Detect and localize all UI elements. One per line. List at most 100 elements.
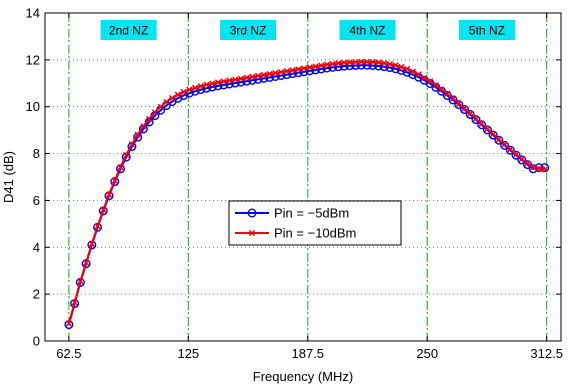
data-point-pin-10dbm-30: [237, 75, 244, 82]
data-point-pin-10dbm-14: [146, 115, 153, 122]
x-tick-label-1: 125: [177, 346, 199, 361]
data-point-pin-10dbm-76: [501, 141, 508, 148]
data-point-pin-10dbm-24: [203, 81, 210, 88]
data-point-pin-10dbm-83: [541, 166, 548, 173]
data-point-pin-10dbm-2: [77, 278, 84, 285]
data-point-pin-10dbm-64: [432, 82, 439, 89]
data-point-pin-10dbm-23: [197, 83, 204, 90]
data-point-pin-10dbm-6: [100, 206, 107, 213]
legend-marker-pin-5dbm: [247, 208, 257, 218]
plot-frame: [44, 12, 562, 342]
y-tick-label-4: 8: [33, 146, 40, 161]
x-axis-label: Frequency (MHz): [253, 369, 353, 384]
data-point-pin-10dbm-68: [455, 100, 462, 107]
zone-label-box-4th-nz: [339, 20, 396, 40]
data-point-pin-10dbm-43: [312, 63, 319, 70]
x-tick-label-2: 187.5: [292, 346, 325, 361]
data-point-pin-5dbm-74: [488, 130, 498, 140]
data-point-pin-10dbm-70: [467, 110, 474, 117]
data-point-pin-10dbm-17: [163, 98, 170, 106]
data-point-pin-5dbm-69: [459, 105, 469, 115]
data-point-pin-5dbm-72: [477, 120, 487, 130]
series-layer: [64, 58, 550, 330]
data-point-pin-10dbm-37: [277, 68, 285, 76]
data-point-pin-10dbm-7: [105, 191, 113, 198]
data-point-pin-10dbm-1: [71, 299, 78, 306]
zone-label-3rd-nz: 3rd NZ: [230, 24, 267, 38]
data-point-pin-5dbm-67: [448, 95, 458, 105]
data-point-pin-10dbm-63: [426, 78, 434, 85]
legend: Pin = −5dBm Pin = −10dBm: [228, 200, 402, 246]
data-point-pin-10dbm-79: [518, 155, 525, 163]
data-point-pin-10dbm-72: [478, 120, 485, 127]
data-point-pin-10dbm-60: [409, 68, 416, 75]
data-point-pin-5dbm-76: [500, 140, 510, 150]
data-point-pin-10dbm-32: [249, 73, 256, 80]
data-point-pin-10dbm-11: [128, 141, 136, 148]
zone-label-5th-nz: 5th NZ: [469, 24, 505, 38]
legend-entry-pin-5dbm: Pin = −5dBm: [274, 206, 349, 221]
data-point-pin-10dbm-74: [490, 131, 497, 138]
data-point-pin-10dbm-52: [363, 58, 371, 65]
data-point-pin-10dbm-53: [369, 58, 376, 66]
data-point-pin-10dbm-82: [535, 165, 543, 172]
data-point-pin-10dbm-51: [358, 58, 365, 65]
legend-entry-pin-10dbm: Pin = −10dBm: [274, 226, 356, 241]
data-point-pin-10dbm-22: [191, 84, 199, 91]
data-point-pin-5dbm-73: [482, 125, 492, 135]
data-point-pin-5dbm-71: [471, 115, 481, 125]
legend-box: [228, 200, 402, 246]
legend-marker-glyph-1: [248, 229, 256, 237]
data-point-pin-10dbm-77: [507, 146, 514, 153]
data-point-pin-10dbm-9: [117, 164, 124, 171]
data-point-pin-10dbm-71: [472, 115, 480, 122]
y-tick-label-2: 4: [33, 240, 40, 255]
data-point-pin-10dbm-65: [438, 86, 445, 93]
data-point-pin-10dbm-28: [226, 77, 233, 84]
data-point-pin-10dbm-33: [254, 72, 262, 79]
data-point-pin-10dbm-19: [174, 91, 181, 98]
grid-layer: [45, 13, 561, 341]
data-point-pin-10dbm-4: [88, 240, 95, 247]
zone-label-2nd-nz: 2nd NZ: [109, 24, 148, 38]
x-tick-label-4: 312.5: [530, 346, 563, 361]
data-point-pin-10dbm-5: [94, 223, 101, 230]
series-line-pin-5dbm: [67, 64, 545, 325]
data-point-pin-5dbm-66: [442, 90, 452, 100]
data-point-pin-10dbm-13: [140, 123, 147, 130]
data-point-pin-10dbm-35: [266, 70, 273, 78]
series-markers-pin-5dbm: [64, 60, 550, 330]
data-point-pin-10dbm-57: [392, 62, 399, 69]
data-point-pin-10dbm-81: [530, 164, 537, 171]
data-point-pin-5dbm-78: [511, 150, 521, 160]
data-point-pin-10dbm-61: [415, 71, 422, 78]
data-point-pin-10dbm-18: [168, 94, 176, 102]
data-point-pin-10dbm-47: [335, 60, 342, 67]
data-point-pin-10dbm-50: [352, 58, 359, 66]
data-point-pin-10dbm-56: [386, 60, 394, 68]
data-point-pin-10dbm-39: [289, 67, 296, 74]
zone-label-box-3rd-nz: [220, 20, 277, 40]
data-point-pin-10dbm-40: [295, 66, 302, 73]
data-point-pin-10dbm-29: [232, 76, 239, 83]
data-point-pin-5dbm-79: [517, 155, 527, 165]
x-tick-label-3: 250: [416, 346, 438, 361]
data-point-pin-10dbm-15: [151, 109, 158, 116]
data-point-pin-10dbm-69: [461, 105, 468, 112]
data-point-pin-10dbm-21: [186, 86, 193, 93]
data-point-pin-10dbm-25: [209, 80, 216, 87]
data-point-pin-10dbm-12: [134, 131, 141, 138]
data-point-pin-10dbm-44: [318, 62, 325, 69]
y-tick-label-0: 0: [33, 334, 40, 349]
data-point-pin-10dbm-34: [260, 71, 267, 78]
data-point-pin-10dbm-73: [484, 125, 491, 133]
data-point-pin-10dbm-38: [283, 68, 290, 75]
data-point-pin-5dbm-68: [454, 100, 464, 110]
data-point-pin-10dbm-20: [180, 88, 187, 96]
data-point-pin-10dbm-41: [300, 65, 308, 72]
data-point-pin-10dbm-36: [272, 69, 279, 77]
data-point-pin-10dbm-75: [495, 136, 502, 143]
y-tick-label-6: 12: [26, 52, 40, 67]
zone-label-box-5th-nz: [458, 20, 515, 40]
data-point-pin-10dbm-67: [449, 95, 457, 102]
